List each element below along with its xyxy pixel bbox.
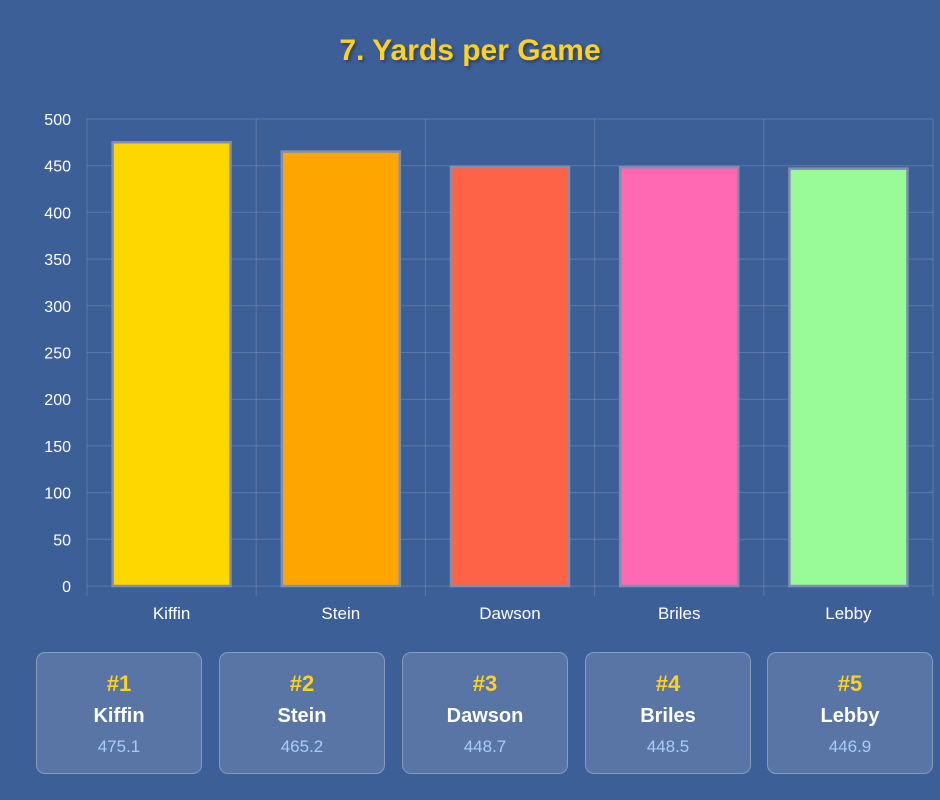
- y-tick-label: 100: [44, 486, 71, 503]
- x-tick-label: Briles: [658, 604, 701, 623]
- card-rank: #3: [472, 671, 498, 696]
- y-tick-label: 500: [44, 112, 71, 129]
- bar: [449, 165, 571, 588]
- card-rank: #2: [289, 671, 315, 696]
- card-rank: #4: [655, 671, 681, 696]
- bar: [788, 167, 909, 588]
- ranking-card: #4 Briles 448.5: [585, 652, 751, 774]
- y-tick-label: 350: [44, 252, 71, 269]
- y-tick-label: 0: [62, 579, 71, 596]
- bar: [111, 141, 232, 588]
- bar: [280, 150, 402, 588]
- bar-chart: 0 50 100 150 200 250 300 350 400 450 500 Kiffin Stei…: [44, 112, 934, 623]
- y-tick-label: 300: [44, 299, 71, 316]
- card-value: 446.9: [828, 737, 872, 756]
- y-tick-label: 450: [44, 159, 71, 176]
- y-tick-label: 200: [44, 392, 71, 409]
- ranking-card: #1 Kiffin 475.1: [36, 652, 202, 774]
- card-value: 448.5: [646, 737, 690, 756]
- ranking-card: #2 Stein 465.2: [219, 652, 385, 774]
- card-value: 465.2: [280, 737, 324, 756]
- ranking-card: #3 Dawson 448.7: [402, 652, 568, 774]
- card-value: 448.7: [463, 737, 507, 756]
- chart-title: 7. Yards per Game: [339, 34, 601, 67]
- bar: [618, 165, 740, 588]
- y-tick-label: 400: [44, 205, 71, 222]
- card-rank: #1: [106, 671, 132, 696]
- y-tick-label: 250: [44, 346, 71, 363]
- y-tick-label: 50: [53, 532, 71, 549]
- card-name: Lebby: [820, 705, 880, 727]
- x-tick-label: Stein: [321, 604, 360, 623]
- y-tick-label: 150: [44, 439, 71, 456]
- card-value: 475.1: [97, 737, 141, 756]
- x-tick-label: Dawson: [479, 604, 540, 623]
- card-name: Kiffin: [93, 705, 145, 727]
- card-name: Briles: [640, 705, 696, 727]
- card-name: Dawson: [446, 705, 524, 727]
- card-rank: #5: [837, 671, 863, 696]
- card-name: Stein: [277, 705, 327, 727]
- ranking-card: #5 Lebby 446.9: [767, 652, 933, 774]
- x-tick-label: Lebby: [825, 604, 872, 623]
- x-tick-label: Kiffin: [153, 604, 191, 623]
